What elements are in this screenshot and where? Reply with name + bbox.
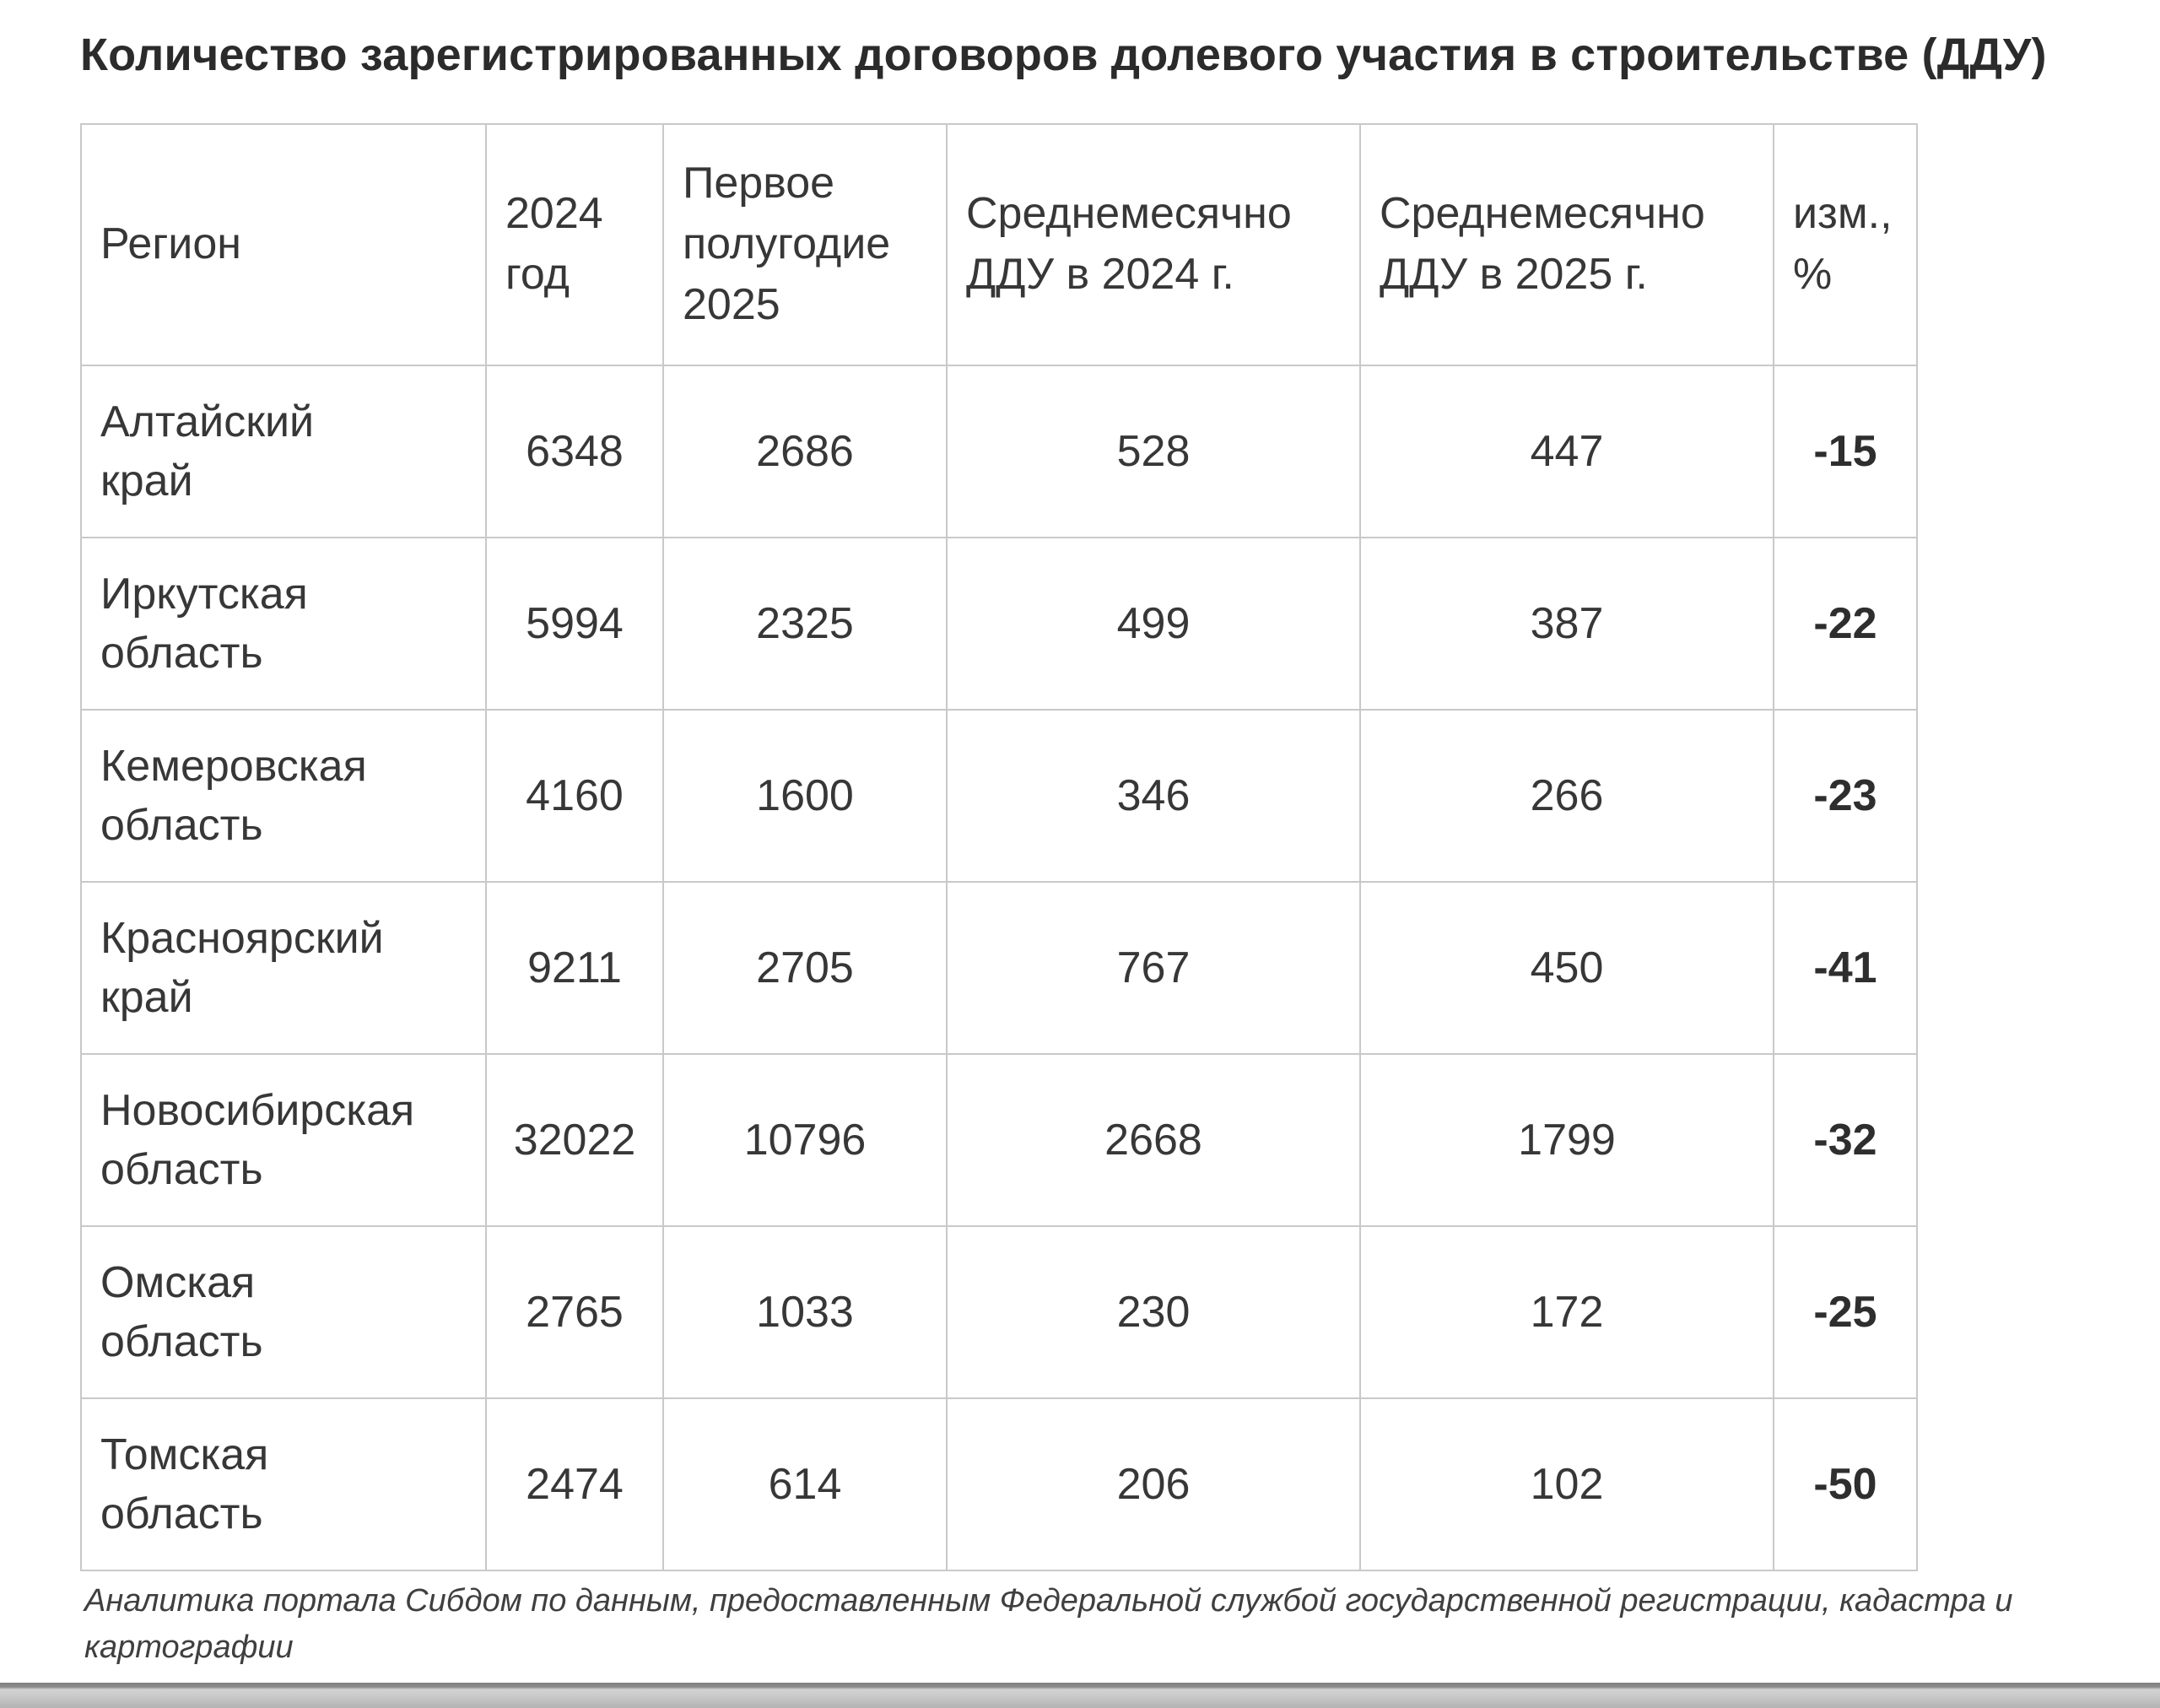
table-row: Омская область 2765 1033 230 172 -25	[80, 1225, 1918, 1400]
value-cell: 172	[1359, 1225, 1774, 1400]
source-note: Аналитика портала Сибдом по данным, пред…	[84, 1583, 2013, 1666]
table-header: Регион 2024 год Первое полугодие 2025 Средн…	[80, 123, 1918, 367]
table-row: Томская область 2474 614 206 102 -50	[80, 1397, 1918, 1572]
page-title: Количество зарегистрированных договоров …	[80, 30, 2047, 80]
value-cell: 230	[946, 1225, 1361, 1400]
region-cell: Алтайский край	[80, 365, 487, 539]
table-body: Алтайский край 6348 2686 528 447 -15 Иркутская…	[80, 365, 1918, 1572]
region-cell: Красноярский край	[80, 881, 487, 1056]
value-cell: 2325	[662, 537, 948, 711]
value-cell: 447	[1359, 365, 1774, 539]
region-cell: Иркутская область	[80, 537, 487, 711]
value-cell: 387	[1359, 537, 1774, 711]
value-cell: 767	[946, 881, 1361, 1056]
value-cell: 2765	[485, 1225, 664, 1400]
ddu-table: Регион 2024 год Первое полугодие 2025 Средн…	[80, 123, 1918, 1572]
region-cell: Томская область	[80, 1397, 487, 1572]
change-cell: -41	[1773, 881, 1918, 1056]
value-cell: 2474	[485, 1397, 664, 1572]
column-header-5: изм., %	[1773, 123, 1918, 367]
value-cell: 499	[946, 537, 1361, 711]
window-bottom-edge	[0, 1683, 2160, 1708]
value-cell: 10796	[662, 1053, 948, 1228]
region-cell: Кемеровская область	[80, 709, 487, 884]
change-cell: -50	[1773, 1397, 1918, 1572]
value-cell: 2668	[946, 1053, 1361, 1228]
value-cell: 102	[1359, 1397, 1774, 1572]
change-cell: -23	[1773, 709, 1918, 884]
value-cell: 450	[1359, 881, 1774, 1056]
table-row: Иркутская область 5994 2325 499 387 -22	[80, 537, 1918, 711]
column-header-4: Среднемесячно ДДУ в 2025 г.	[1359, 123, 1774, 367]
table-row: Кемеровская область 4160 1600 346 266 -23	[80, 709, 1918, 884]
value-cell: 206	[946, 1397, 1361, 1572]
change-cell: -32	[1773, 1053, 1918, 1228]
table-row: Новосибирская область 32022 10796 2668 1799-…	[80, 1053, 1918, 1228]
value-cell: 346	[946, 709, 1361, 884]
value-cell: 528	[946, 365, 1361, 539]
change-cell: -22	[1773, 537, 1918, 711]
column-header-3: Среднемесячно ДДУ в 2024 г.	[946, 123, 1361, 367]
region-cell: Новосибирская область	[80, 1053, 487, 1228]
region-cell: Омская область	[80, 1225, 487, 1400]
value-cell: 2686	[662, 365, 948, 539]
table-row: Алтайский край 6348 2686 528 447 -15	[80, 365, 1918, 539]
value-cell: 1033	[662, 1225, 948, 1400]
value-cell: 4160	[485, 709, 664, 884]
column-header-2: Первое полугодие 2025	[662, 123, 948, 367]
value-cell: 2705	[662, 881, 948, 1056]
value-cell: 32022	[485, 1053, 664, 1228]
change-cell: -15	[1773, 365, 1918, 539]
change-cell: -25	[1773, 1225, 1918, 1400]
value-cell: 266	[1359, 709, 1774, 884]
value-cell: 614	[662, 1397, 948, 1572]
value-cell: 1799	[1359, 1053, 1774, 1228]
column-header-1: 2024 год	[485, 123, 664, 367]
table-row: Красноярский край 9211 2705 767 450 -41	[80, 881, 1918, 1056]
value-cell: 6348	[485, 365, 664, 539]
value-cell: 1600	[662, 709, 948, 884]
value-cell: 9211	[485, 881, 664, 1056]
header-row: Регион 2024 год Первое полугодие 2025 Средн…	[80, 123, 1918, 367]
column-header-0: Регион	[80, 123, 487, 367]
value-cell: 5994	[485, 537, 664, 711]
